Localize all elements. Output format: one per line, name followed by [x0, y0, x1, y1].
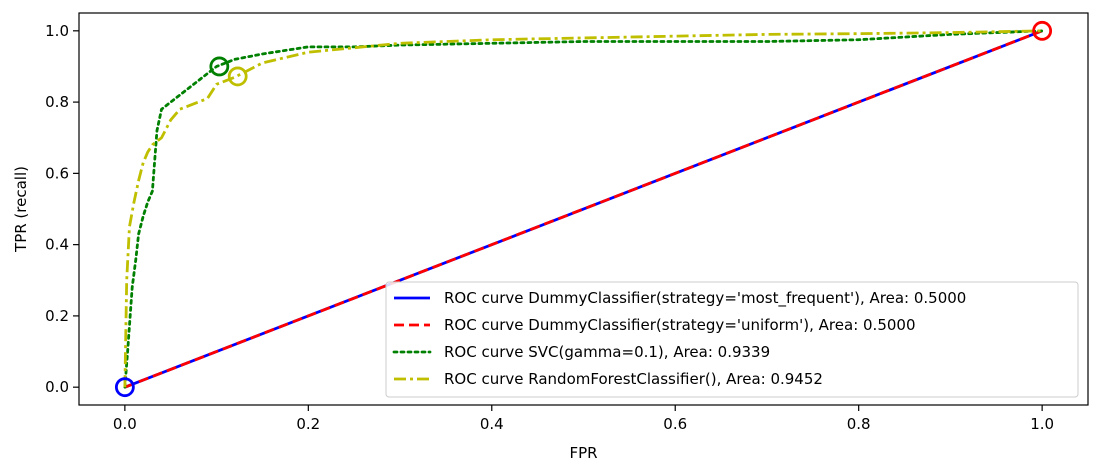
plot-area: [114, 20, 1053, 398]
axes-frame: [78, 12, 1089, 406]
series-line-1: [124, 29, 1043, 389]
y-tick-label: 0.4: [45, 236, 69, 254]
legend-entry-3: ROC curve SVC(gamma=0.1), Area: 0.9339: [444, 343, 770, 361]
y-tick-label: 0.6: [45, 164, 69, 182]
series-line-4: [123, 29, 1043, 388]
x-tick-label: 0.6: [663, 415, 687, 433]
threshold-marker-2: [1032, 20, 1053, 41]
threshold-marker-1: [114, 377, 135, 398]
y-tick-label: 0.2: [45, 307, 69, 325]
y-tick-label: 1.0: [45, 22, 69, 40]
legend-entry-1: ROC curve DummyClassifier(strategy='most…: [444, 289, 966, 308]
threshold-marker-4: [227, 66, 248, 87]
legend-box: [385, 281, 1079, 398]
x-tick-label: 0.2: [296, 415, 320, 433]
x-tick-label: 0.0: [113, 415, 137, 433]
legend-entry-2: ROC curve DummyClassifier(strategy='unif…: [444, 316, 916, 334]
series-line-3: [123, 29, 1044, 389]
y-tick-label: 0.8: [45, 93, 69, 111]
x-tick-label: 0.4: [480, 415, 504, 433]
y-tick-label: 0.0: [45, 378, 69, 396]
axes: 0.0 0.2 0.4 0.6 0.8 1.0 0.0 0.2 0.4 0.6 0.8 1.0: [45, 12, 1089, 433]
threshold-marker-3: [209, 56, 230, 77]
legend-entry-4: ROC curve RandomForestClassifier(), Area…: [444, 370, 823, 388]
legend: ROC curve DummyClassifier(strategy='most…: [385, 281, 1079, 398]
x-axis-label: FPR: [569, 444, 597, 462]
x-tick-label: 0.8: [847, 415, 871, 433]
x-tick-label: 1.0: [1030, 415, 1054, 433]
y-axis-label: TPR (recall): [12, 166, 30, 253]
